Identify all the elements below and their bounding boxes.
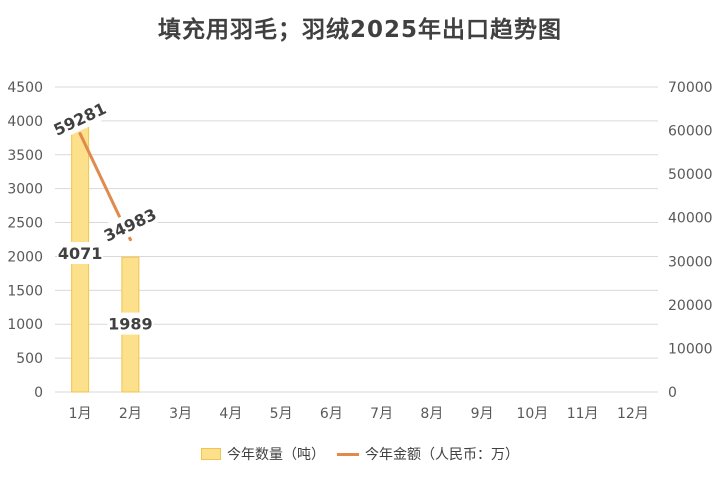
legend-item-quantity: 今年数量（吨） <box>201 444 325 464</box>
line-point <box>78 132 82 136</box>
left-axis-tick-label: 2000 <box>7 249 43 265</box>
x-axis-tick-label: 10月 <box>516 406 548 422</box>
x-axis-tick-label: 9月 <box>471 406 494 422</box>
legend-item-amount: 今年金额（人民币：万） <box>337 444 519 464</box>
left-axis-tick-label: 1500 <box>7 283 43 299</box>
x-axis-tick-label: 6月 <box>320 406 343 422</box>
x-axis-tick-label: 12月 <box>617 406 649 422</box>
right-axis-tick-label: 50000 <box>668 167 713 183</box>
right-axis-tick-label: 20000 <box>668 298 713 314</box>
left-axis-tick-label: 3000 <box>7 182 43 198</box>
legend: 今年数量（吨） 今年金额（人民币：万） <box>0 444 720 464</box>
legend-swatch-line <box>337 452 359 456</box>
x-axis-tick-label: 1月 <box>69 406 92 422</box>
left-axis-tick-label: 4500 <box>7 80 43 96</box>
x-axis-tick-label: 3月 <box>169 406 192 422</box>
bar-data-label-bg <box>107 312 154 335</box>
x-axis-tick-label: 4月 <box>219 406 242 422</box>
right-axis-tick-label: 40000 <box>668 211 713 227</box>
line-data-label-bg <box>101 203 159 246</box>
left-axis-tick-label: 4000 <box>7 114 43 130</box>
left-axis-tick-label: 2500 <box>7 216 43 232</box>
x-axis-tick-label: 8月 <box>420 406 443 422</box>
left-axis-tick-label: 0 <box>34 385 43 401</box>
line-data-label-bg <box>51 97 108 140</box>
bar-data-label: 1989 <box>108 315 153 334</box>
right-axis-tick-label: 60000 <box>668 124 713 140</box>
left-axis-tick-label: 1000 <box>7 317 43 333</box>
bar-data-label: 4071 <box>58 244 103 263</box>
x-axis-tick-label: 11月 <box>567 406 599 422</box>
right-axis-tick-label: 10000 <box>668 341 713 357</box>
right-axis-tick-label: 0 <box>668 385 677 401</box>
left-axis-tick-label: 3500 <box>7 148 43 164</box>
x-axis-tick-label: 2月 <box>119 406 142 422</box>
left-axis-tick-label: 500 <box>16 351 43 367</box>
legend-swatch-bar <box>201 448 221 460</box>
line-point <box>128 238 132 242</box>
right-axis-tick-label: 30000 <box>668 254 713 270</box>
chart-title: 填充用羽毛；羽绒2025年出口趋势图 <box>157 17 562 43</box>
bar-data-label-bg <box>57 242 104 265</box>
right-axis-tick-label: 70000 <box>668 80 713 96</box>
x-axis-tick-label: 7月 <box>370 406 393 422</box>
legend-label-quantity: 今年数量（吨） <box>227 447 325 463</box>
legend-label-amount: 今年金额（人民币：万） <box>365 447 519 463</box>
x-axis-tick-label: 5月 <box>270 406 293 422</box>
